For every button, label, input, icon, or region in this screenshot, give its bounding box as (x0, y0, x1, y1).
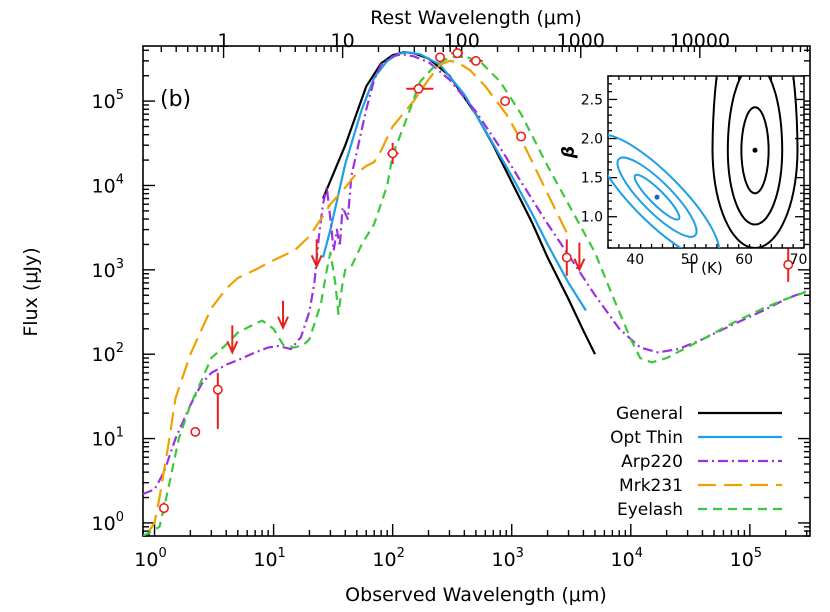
general-contour (740, 106, 770, 195)
y-tick-label: 101 (92, 426, 124, 451)
series-line-general (321, 51, 596, 355)
top-axis-title: Rest Wavelength (μm) (370, 7, 582, 29)
point-marker (413, 83, 424, 94)
tick-labels: 100 101 102 103 104 105 100 101 102 103 104 105 1 10 1… (92, 30, 763, 571)
y-tick-label: 100 (92, 510, 124, 535)
y-axis-title: Flux (μJy) (20, 247, 42, 336)
legend: General Opt Thin Arp220 Mrk231 Eyelash (610, 404, 782, 520)
data-point (500, 96, 511, 107)
point-marker (452, 48, 463, 59)
data-point (783, 248, 794, 282)
general-contour (726, 76, 784, 226)
data-point (469, 55, 483, 66)
x-tick-label: 101 (253, 546, 285, 571)
inset-x-tick-label: 40 (626, 252, 644, 268)
x-tick-label: 103 (491, 546, 523, 571)
inset-y-tick-label: 2.0 (581, 132, 603, 148)
data-point (158, 502, 169, 514)
point-marker (387, 148, 398, 159)
data-point (190, 426, 201, 437)
point-marker (435, 52, 446, 63)
point-marker (212, 384, 223, 395)
x-tick-label: 100 (134, 546, 166, 571)
data-point (406, 83, 434, 94)
legend-label-mrk231: Mrk231 (619, 476, 683, 496)
legend-label-eyelash: Eyelash (617, 500, 683, 520)
optthin-contour (608, 133, 721, 248)
optthin-contour (616, 156, 698, 238)
x-axis-title: Observed Wavelength (μm) (345, 584, 607, 606)
point-marker (470, 55, 481, 66)
photometry-points (158, 48, 794, 514)
arrow-head (573, 258, 586, 273)
point-marker (190, 426, 201, 437)
main-axis-ticks (142, 46, 810, 537)
legend-label-opt-thin: Opt Thin (610, 428, 683, 448)
data-point (561, 239, 572, 276)
legend-label-general: General (616, 404, 683, 424)
y-tick-label: 105 (92, 88, 124, 113)
x-tick-label: 104 (611, 546, 643, 571)
series-line-opt-thin (321, 51, 587, 312)
x-tick-label: 102 (372, 546, 404, 571)
upper-limit-arrow (277, 300, 289, 331)
optthin-contour (633, 173, 681, 221)
point-marker (500, 96, 511, 107)
top-tick-label: 100 (444, 30, 480, 52)
top-tick-label: 10 (331, 30, 355, 52)
inset-x-tick-label: 50 (681, 252, 699, 268)
inset-contours (608, 76, 799, 248)
series-line-mrk231 (148, 59, 570, 532)
series-line-eyelash (143, 55, 810, 536)
inset-x-axis-title: T (K) (686, 259, 722, 277)
inset-y-tick-label: 2.5 (581, 92, 603, 108)
y-tick-label: 104 (92, 172, 124, 197)
y-tick-label: 103 (92, 257, 124, 282)
data-point (516, 131, 527, 142)
arrow-head (310, 254, 323, 269)
upper-limit-arrow (310, 239, 323, 269)
optthin-best-fit (654, 194, 660, 200)
arrow-head (226, 340, 239, 355)
general-best-fit (752, 147, 758, 153)
arrow-head (277, 316, 289, 331)
x-tick-label: 105 (730, 546, 762, 571)
series-line-arp220 (143, 53, 810, 496)
model-curves (143, 51, 810, 536)
y-tick-label: 102 (92, 341, 124, 366)
data-point (451, 48, 464, 59)
panel-label: (b) (160, 87, 191, 112)
data-point (435, 52, 446, 63)
general-contour (711, 76, 799, 248)
inset-axis-ticks: 40 50 60 70 1.0 1.5 2.0 2.5 (581, 75, 808, 268)
top-tick-label: 1 (218, 30, 230, 52)
inset-y-axis-title: β (559, 146, 579, 159)
inset-x-tick-label: 60 (735, 252, 753, 268)
inset-x-tick-label: 70 (790, 252, 808, 268)
point-marker (158, 503, 169, 514)
point-marker (561, 252, 572, 263)
legend-label-arp220: Arp220 (621, 452, 683, 472)
data-point (387, 142, 399, 164)
upper-limit-arrow (226, 325, 239, 355)
data-point (212, 372, 223, 429)
inset-y-tick-label: 1.5 (581, 171, 603, 187)
point-marker (516, 131, 527, 142)
upper-limit-arrow (573, 242, 586, 273)
top-tick-label: 1000 (557, 30, 605, 52)
inset-y-tick-label: 1.0 (581, 210, 603, 226)
top-tick-label: 10000 (670, 30, 730, 52)
point-marker (783, 259, 794, 270)
